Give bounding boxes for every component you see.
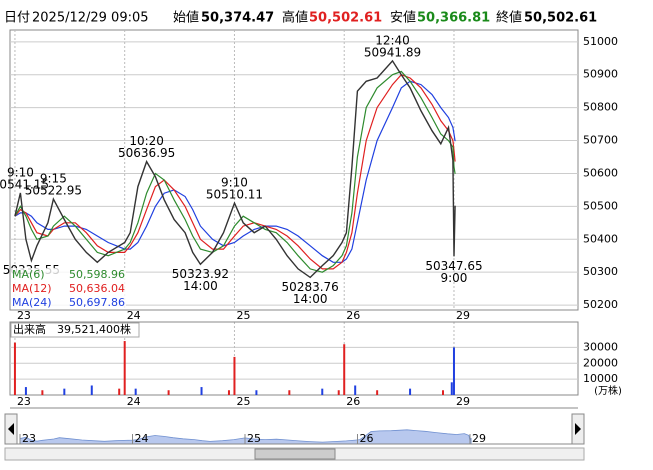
y-tick-label: 50900 <box>583 68 618 81</box>
legend-value: 50,636.04 <box>69 282 125 295</box>
x-tick-label: 23 <box>17 395 31 408</box>
close-label: 終値 <box>496 10 522 26</box>
high-label: 高値 <box>282 10 308 26</box>
annotation: 14:00 <box>183 279 218 293</box>
volume-unit: (万株) <box>594 384 622 397</box>
volume-bar <box>24 387 27 395</box>
header: 日付 2025/12/29 09:05 始値 50,374.47 高値 50,5… <box>4 10 597 26</box>
volume-bar <box>167 390 170 395</box>
annotation: 50347.65 <box>425 259 482 273</box>
x-tick-label: 24 <box>127 309 141 322</box>
navigator-label: 26 <box>360 432 374 445</box>
legend-box <box>11 268 126 309</box>
close: 50,502.61 <box>524 11 597 26</box>
legend-label: MA(24) <box>12 296 52 309</box>
volume-bar <box>41 390 44 395</box>
scroll-thumb[interactable] <box>254 448 336 460</box>
volume-bar <box>63 388 66 395</box>
open-label: 始値 <box>173 10 199 26</box>
volume-bar <box>452 347 455 395</box>
ma-line <box>14 80 456 263</box>
annotation: 9:00 <box>440 271 467 285</box>
volume-tick-label: 30000 <box>583 340 618 353</box>
volume-bar <box>233 356 236 395</box>
volume-bar <box>441 390 444 395</box>
volume-bar <box>227 390 230 395</box>
low: 50,366.81 <box>417 11 490 26</box>
volume-bar <box>13 342 16 395</box>
volume-value: 39,521,400株 <box>57 322 131 336</box>
volume-bar <box>134 388 137 395</box>
annotation: 14:00 <box>293 292 328 306</box>
high: 50,502.61 <box>309 11 382 26</box>
y-tick-label: 50700 <box>583 134 618 147</box>
navigator-label: 23 <box>22 432 36 445</box>
arrow-left <box>8 423 14 435</box>
annotation: 9:15 <box>40 172 67 186</box>
volume-bar <box>123 341 126 395</box>
navigator-label: 25 <box>247 432 261 445</box>
legend-value: 50,598.96 <box>69 268 125 281</box>
legend-value: 50,697.86 <box>69 296 125 309</box>
y-tick-label: 51000 <box>583 35 618 48</box>
date: 2025/12/29 09:05 <box>32 11 149 26</box>
annotation: 12:40 <box>375 33 410 47</box>
volume-bar <box>409 388 412 395</box>
volume-legend-box <box>10 322 140 338</box>
volume-label: 出来高 <box>13 322 46 336</box>
volume-bar <box>118 388 121 395</box>
x-tick-label: 26 <box>346 309 360 322</box>
date-label: 日付 <box>4 11 30 26</box>
volume-bar <box>343 344 346 395</box>
annotation: 50941.89 <box>364 45 421 59</box>
annotation: 10:20 <box>129 134 164 148</box>
x-tick-label: 29 <box>456 309 470 322</box>
y-tick-label: 50200 <box>583 298 618 311</box>
x-tick-label: 26 <box>346 395 360 408</box>
y-tick-label: 50600 <box>583 166 618 179</box>
annotation: 50636.95 <box>118 146 175 160</box>
volume-bar <box>354 385 357 395</box>
volume-bar <box>321 388 324 395</box>
price-line <box>14 59 456 279</box>
volume-bar <box>90 385 93 395</box>
volume-bar <box>288 390 291 395</box>
arrow-right <box>575 423 581 435</box>
ma-line <box>14 73 456 270</box>
y-tick-label: 50500 <box>583 199 618 212</box>
x-tick-label: 24 <box>127 395 141 408</box>
volume-bar <box>450 382 453 395</box>
open: 50,374.47 <box>201 11 274 26</box>
navigator-label: 29 <box>472 432 486 445</box>
annotation: 50323.92 <box>172 267 229 281</box>
volume-tick-label: 10000 <box>583 372 618 385</box>
legend-label: MA(6) <box>12 268 45 281</box>
legend-label: MA(12) <box>12 282 52 295</box>
volume-bar <box>200 387 203 395</box>
annotation: 50522.95 <box>25 184 82 198</box>
volume-bar <box>376 390 379 395</box>
annotation: 50541.15 <box>0 177 49 191</box>
navigator-label: 24 <box>135 432 149 445</box>
low-label: 安値 <box>390 10 416 26</box>
annotation: 9:10 <box>221 176 248 190</box>
x-tick-label: 23 <box>17 309 31 322</box>
annotation: 9:10 <box>7 165 34 179</box>
annotation: 50510.11 <box>206 188 263 202</box>
volume-tick-label: 20000 <box>583 356 618 369</box>
y-tick-label: 50400 <box>583 232 618 245</box>
price-frame <box>9 29 579 311</box>
y-tick-label: 50300 <box>583 265 618 278</box>
volume-bar <box>255 390 258 395</box>
annotation: 50283.76 <box>282 280 339 294</box>
x-tick-label: 25 <box>236 395 250 408</box>
x-tick-label: 29 <box>456 395 470 408</box>
volume-bar <box>337 390 340 395</box>
x-tick-label: 25 <box>236 309 250 322</box>
y-tick-label: 50800 <box>583 101 618 114</box>
